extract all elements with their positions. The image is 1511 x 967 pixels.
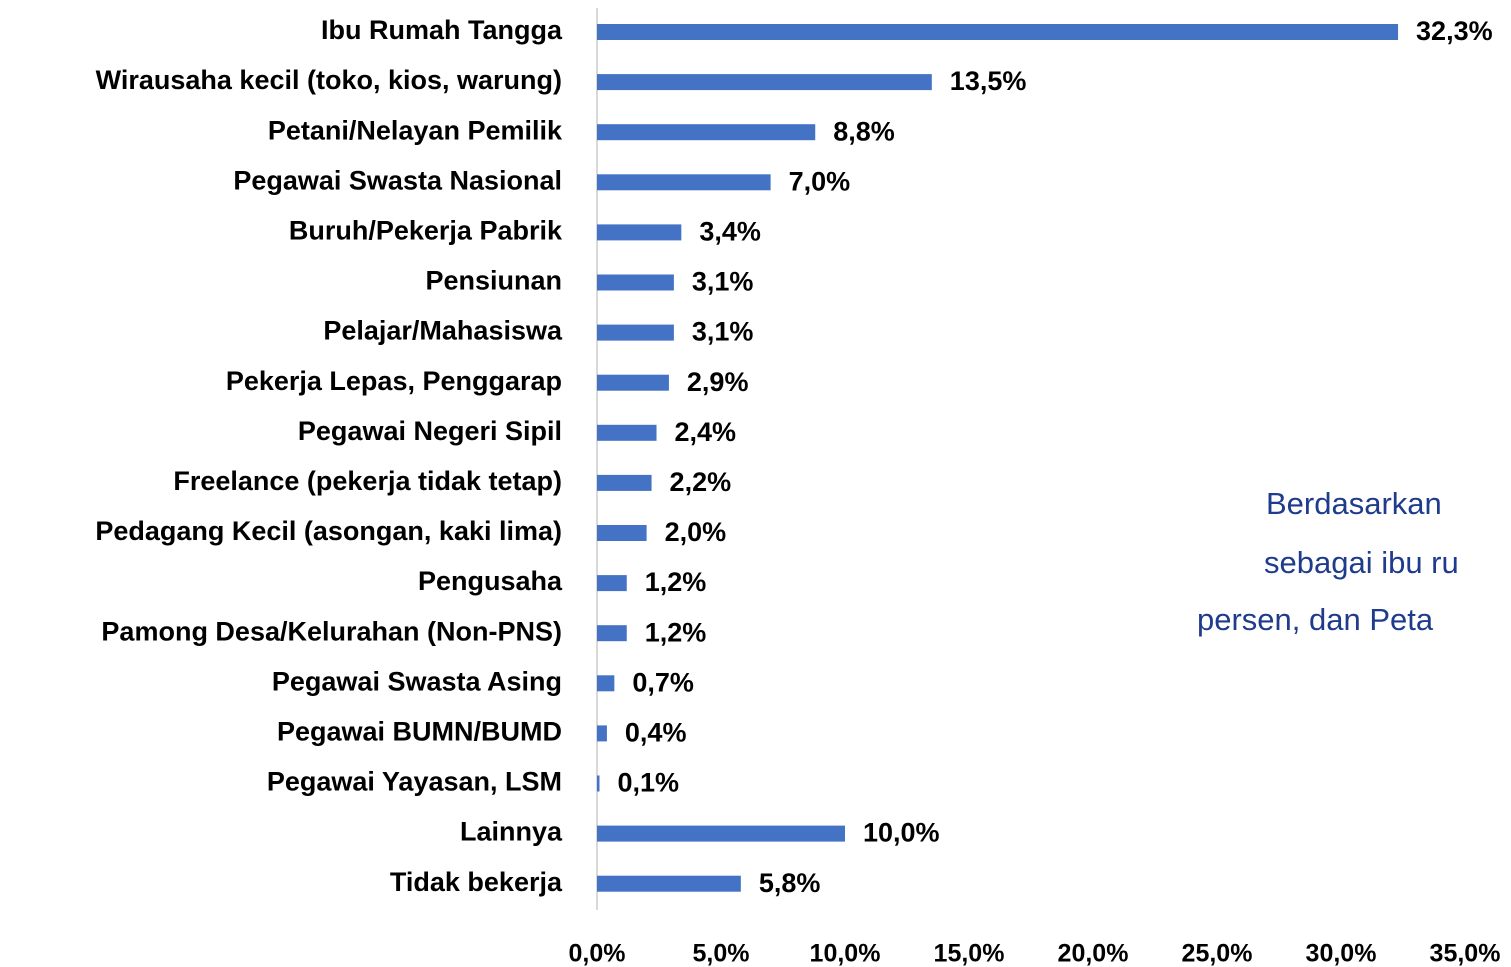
bar <box>597 825 845 842</box>
bar <box>597 74 932 91</box>
value-label: 32,3% <box>1416 16 1493 46</box>
y-tick-label: Pekerja Lepas, Penggarap <box>226 366 562 396</box>
value-label: 13,5% <box>950 66 1027 96</box>
bar <box>597 124 816 141</box>
bar <box>597 725 607 742</box>
annotation: Berdasarkan <box>1266 486 1442 521</box>
bar <box>597 525 647 541</box>
bar <box>597 625 627 642</box>
y-tick-label: Pelajar/Mahasiswa <box>323 316 563 346</box>
y-tick-label: Pedagang Kecil (asongan, kaki lima) <box>95 516 562 546</box>
x-tick-label: 20,0% <box>1058 940 1129 967</box>
annotation: persen, dan Peta <box>1197 602 1434 637</box>
value-label: 3,1% <box>692 267 754 297</box>
annotation: sebagai ibu ru <box>1264 545 1459 580</box>
x-tick-label: 10,0% <box>810 940 881 967</box>
x-tick-label: 5,0% <box>693 940 750 967</box>
bar <box>597 224 682 241</box>
value-label: 2,2% <box>670 467 732 497</box>
bar <box>597 24 1399 40</box>
value-label: 10,0% <box>863 818 940 848</box>
x-tick-label: 35,0% <box>1430 940 1501 967</box>
y-tick-label: Pegawai Yayasan, LSM <box>267 767 562 797</box>
x-tick-label: 25,0% <box>1182 940 1253 967</box>
y-tick-label: Ibu Rumah Tangga <box>321 15 563 45</box>
value-label: 2,4% <box>675 417 737 447</box>
y-tick-label: Pegawai Swasta Asing <box>272 666 562 696</box>
bar <box>597 374 669 391</box>
y-tick-label: Pegawai Swasta Nasional <box>233 165 562 195</box>
x-tick-label: 0,0% <box>569 940 626 967</box>
y-tick-label: Freelance (pekerja tidak tetap) <box>173 466 562 496</box>
value-label: 0,7% <box>632 667 694 697</box>
y-tick-label: Petani/Nelayan Pemilik <box>268 115 563 145</box>
value-label: 3,1% <box>692 317 754 347</box>
bar <box>597 324 674 341</box>
y-tick-label: Pegawai BUMN/BUMD <box>277 717 562 747</box>
x-tick-label: 15,0% <box>934 940 1005 967</box>
value-label: 3,4% <box>699 217 761 247</box>
x-tick-label: 30,0% <box>1306 940 1377 967</box>
value-label: 8,8% <box>833 116 895 146</box>
value-label: 2,9% <box>687 367 749 397</box>
bar <box>597 775 600 792</box>
bar <box>597 675 615 692</box>
bar <box>597 575 627 592</box>
bar <box>597 274 674 291</box>
value-label: 2,0% <box>665 517 727 547</box>
y-tick-label: Pensiunan <box>425 266 562 296</box>
value-label: 5,8% <box>759 868 821 898</box>
bar <box>597 174 771 191</box>
y-tick-label: Lainnya <box>460 817 563 847</box>
value-label: 1,2% <box>645 617 707 647</box>
y-tick-label: Wirausaha kecil (toko, kios, warung) <box>96 65 562 95</box>
y-tick-label: Pengusaha <box>418 566 563 596</box>
y-tick-label: Pamong Desa/Kelurahan (Non-PNS) <box>101 616 562 646</box>
value-label: 7,0% <box>789 166 851 196</box>
value-label: 0,4% <box>625 718 687 748</box>
y-tick-label: Tidak bekerja <box>390 867 563 897</box>
bar <box>597 474 652 491</box>
bar <box>597 875 741 892</box>
y-tick-label: Buruh/Pekerja Pabrik <box>289 216 563 246</box>
value-label: 0,1% <box>617 768 679 798</box>
bar <box>597 424 657 441</box>
y-tick-label: Pegawai Negeri Sipil <box>298 416 562 446</box>
value-label: 1,2% <box>645 567 707 597</box>
